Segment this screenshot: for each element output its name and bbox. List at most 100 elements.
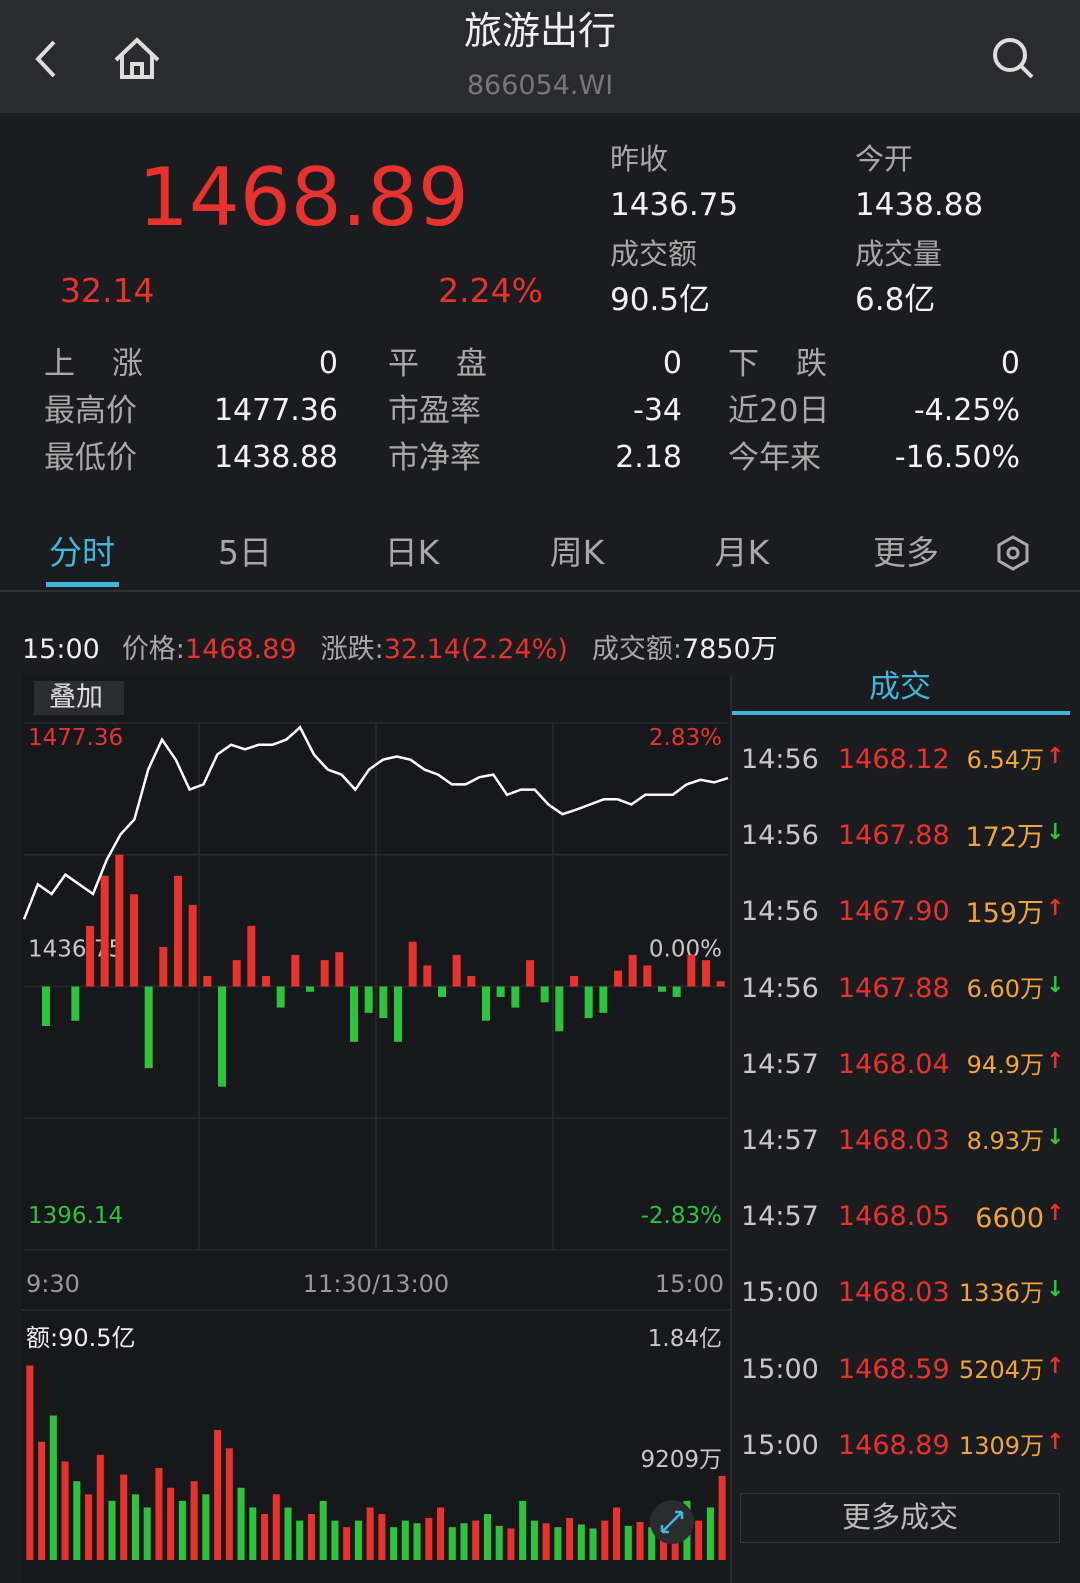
more-trades-label: 更多成交 bbox=[841, 1500, 959, 1534]
search-icon[interactable] bbox=[993, 38, 1034, 79]
stat-value: -34 bbox=[633, 393, 682, 428]
flow-bar bbox=[452, 954, 461, 987]
x-tick-label: 15:00 bbox=[655, 1270, 724, 1298]
trade-price: 1468.05 bbox=[838, 1201, 950, 1233]
volume-bar bbox=[190, 1481, 198, 1560]
volume-bar bbox=[425, 1517, 433, 1560]
flow-bar bbox=[482, 986, 490, 1021]
stat-value: 0 bbox=[318, 346, 338, 381]
flow-bar bbox=[247, 925, 256, 987]
stat-value: -16.50% bbox=[894, 440, 1020, 475]
volume-bar bbox=[718, 1475, 726, 1560]
flow-bar bbox=[350, 986, 358, 1042]
stat-label: 今年来 bbox=[728, 440, 821, 476]
volume-bar bbox=[343, 1527, 351, 1560]
tab[interactable]: 分时 bbox=[49, 533, 115, 572]
trade-volume: 1336万 bbox=[958, 1279, 1044, 1308]
trade-arrow: ↑ bbox=[1046, 1201, 1065, 1227]
trade-price: 1467.88 bbox=[838, 820, 950, 852]
volume-bar bbox=[167, 1487, 175, 1560]
flow-bar bbox=[335, 952, 344, 987]
field-label: 今开 bbox=[855, 142, 914, 176]
volume-bar bbox=[413, 1523, 421, 1560]
info-change: 32.14(2.24%) bbox=[383, 634, 568, 665]
field-label: 昨收 bbox=[610, 142, 669, 176]
volume-bar bbox=[530, 1520, 538, 1560]
flow-bar bbox=[291, 954, 300, 987]
tab[interactable]: 5日 bbox=[218, 533, 272, 572]
trade-arrow: ↑ bbox=[1046, 896, 1065, 922]
y2-tick-label: 0.00% bbox=[649, 937, 722, 963]
field-label: 成交额 bbox=[610, 237, 698, 271]
trade-time: 14:56 bbox=[741, 820, 819, 852]
trade-time: 15:00 bbox=[741, 1353, 819, 1385]
trade-volume: 172万 bbox=[965, 822, 1044, 854]
trade-price: 1468.12 bbox=[838, 744, 950, 775]
y-tick-label: 1396.14 bbox=[28, 1203, 123, 1229]
flow-bar bbox=[276, 986, 285, 1008]
volume-bar bbox=[214, 1429, 222, 1560]
stat-value: 0 bbox=[1000, 346, 1020, 381]
flow-bar bbox=[86, 925, 94, 987]
volume-bar bbox=[589, 1528, 597, 1560]
stat-label: 最低价 bbox=[44, 440, 137, 476]
trade-time: 14:57 bbox=[741, 1125, 819, 1156]
stat-value: 1438.88 bbox=[213, 440, 338, 475]
x-tick-label: 9:30 bbox=[26, 1270, 80, 1298]
overlay-button[interactable] bbox=[34, 681, 124, 715]
settings-icon[interactable] bbox=[995, 535, 1031, 571]
tab[interactable]: 日K bbox=[384, 533, 440, 572]
stat-value: 1477.36 bbox=[213, 393, 338, 428]
flow-bar bbox=[643, 965, 652, 987]
stat-label: 平盘 bbox=[388, 346, 524, 382]
flow-bar bbox=[687, 954, 696, 987]
volume-bar bbox=[706, 1507, 714, 1560]
trades-underline bbox=[732, 711, 1070, 715]
stat-label: 上涨 bbox=[44, 346, 180, 382]
trade-price: 1468.03 bbox=[838, 1277, 950, 1309]
field-value: 6.8亿 bbox=[855, 282, 936, 318]
stat-value: 2.18 bbox=[615, 440, 682, 475]
x-tick-label: 11:30/13:00 bbox=[303, 1270, 449, 1298]
volume-bar bbox=[249, 1507, 257, 1560]
more-trades-button[interactable] bbox=[740, 1493, 1060, 1543]
volume-bar bbox=[566, 1517, 574, 1560]
back-icon[interactable] bbox=[35, 40, 56, 78]
volume-bar bbox=[460, 1523, 468, 1560]
security-code: 866054.WI bbox=[466, 70, 614, 101]
volume-bar bbox=[225, 1448, 233, 1560]
header-icons bbox=[35, 37, 1034, 79]
trade-time: 15:00 bbox=[741, 1277, 819, 1309]
volume-bar bbox=[554, 1527, 562, 1560]
stat-label: 市盈率 bbox=[388, 393, 481, 429]
volume-bar bbox=[237, 1487, 245, 1560]
flow-bar bbox=[555, 986, 564, 1032]
flow-bar bbox=[584, 986, 593, 1019]
tab[interactable]: 周K bbox=[549, 533, 605, 572]
flow-bar bbox=[599, 986, 608, 1013]
trade-price: 1467.88 bbox=[838, 972, 950, 1004]
trade-volume: 94.9万 bbox=[966, 1050, 1044, 1079]
volume-bar bbox=[155, 1468, 163, 1560]
trade-arrow: ↓ bbox=[1046, 820, 1065, 846]
trade-arrow: ↑ bbox=[1046, 1048, 1065, 1074]
tab[interactable]: 更多 bbox=[873, 533, 939, 572]
trade-time: 14:56 bbox=[741, 972, 819, 1004]
y2-tick-label: 2.83% bbox=[649, 725, 722, 751]
volume-bar bbox=[495, 1525, 503, 1560]
divider bbox=[0, 590, 1080, 592]
trade-price: 1468.03 bbox=[838, 1125, 950, 1156]
flow-bar bbox=[262, 975, 270, 987]
volume-bar bbox=[437, 1507, 445, 1560]
last-price: 1468.89 bbox=[138, 151, 469, 244]
trade-arrow: ↑ bbox=[1046, 1353, 1065, 1379]
volume-bar bbox=[261, 1514, 269, 1560]
tab[interactable]: 月K bbox=[714, 533, 770, 572]
info-amount-label: 成交额: bbox=[591, 634, 682, 665]
y-tick-label: 1477.36 bbox=[28, 725, 123, 751]
overlay-button-label: 叠加 bbox=[49, 682, 103, 713]
flow-bar bbox=[203, 975, 212, 987]
flow-bar bbox=[438, 986, 446, 998]
volume-bar bbox=[448, 1527, 456, 1560]
home-icon[interactable] bbox=[114, 37, 160, 79]
